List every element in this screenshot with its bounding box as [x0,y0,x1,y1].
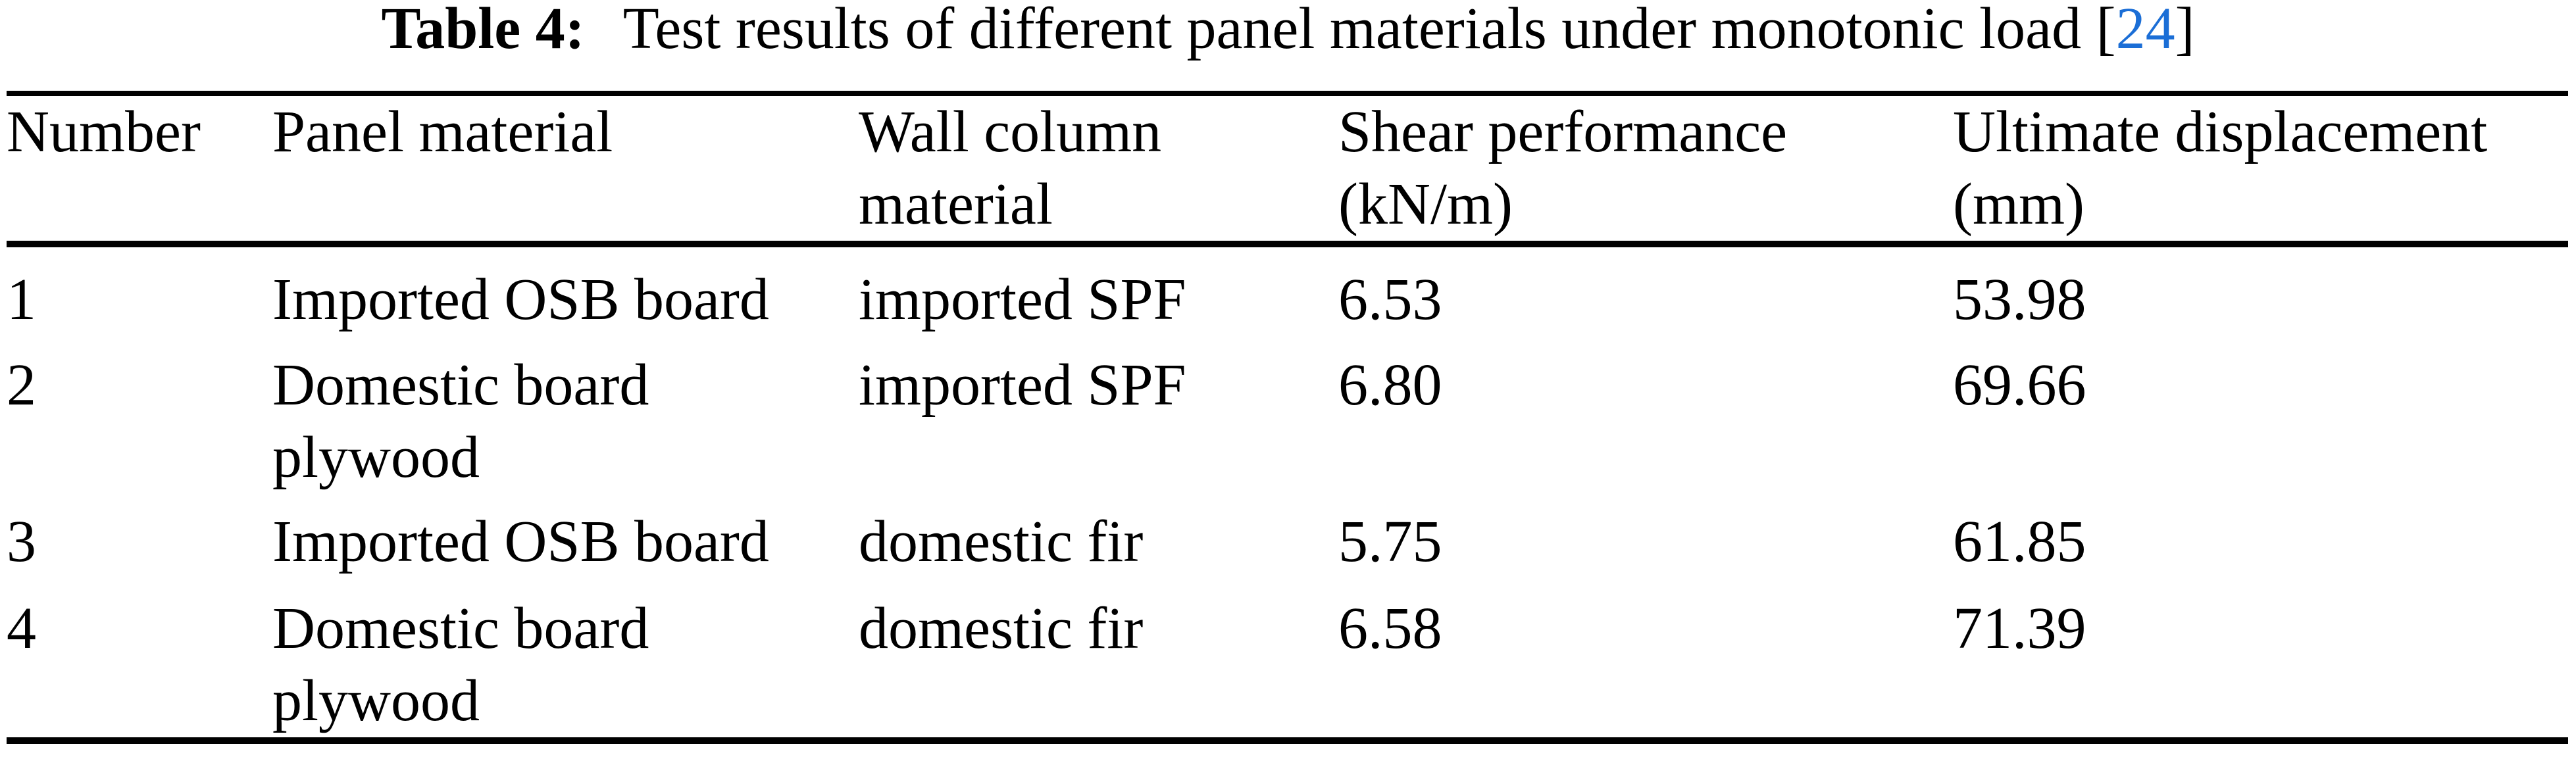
column-header-panel-material: Panel material [272,93,859,244]
header-line: (mm) [1953,172,2084,237]
header-line: Panel material [272,99,613,164]
cell-line: plywood [272,425,480,490]
cell-wall-column-material: domestic fir [859,494,1338,578]
citation-bracket-open: [ [2096,0,2116,61]
cell-line: Domestic board [272,353,649,418]
header-line: Number [7,99,201,164]
header-line: Shear performance [1338,99,1788,164]
cell-shear-performance: 5.75 [1338,509,1442,574]
citation-link-24[interactable]: 24 [2115,0,2175,61]
table-row: 2 Domestic board plywood imported SPF 6.… [7,336,2568,494]
cell-panel-material: Imported OSB board [272,244,859,336]
cell-ultimate-displacement: 69.66 [1953,353,2086,418]
cell-number: 1 [7,267,36,332]
cell-line: imported SPF [859,353,1186,418]
column-header-shear-performance: Shear performance (kN/m) [1338,93,1953,244]
cell-panel-material: Domestic board plywood [272,578,859,741]
column-header-ultimate-displacement: Ultimate displacement (mm) [1953,93,2568,244]
cell-shear-performance: 6.80 [1338,353,1442,418]
cell-wall-column-material: imported SPF [859,336,1338,494]
cell-line: domestic fir [859,596,1144,661]
cell-line: Imported OSB board [272,267,769,332]
cell-number: 3 [7,509,36,574]
header-row: Number Panel material Wall column materi… [7,93,2568,244]
cell-ultimate-displacement: 71.39 [1953,596,2086,661]
cell-ultimate-displacement: 61.85 [1953,509,2086,574]
cell-panel-material: Domestic board plywood [272,336,859,494]
table-row: 4 Domestic board plywood domestic fir 6.… [7,578,2568,741]
header-line: material [859,172,1053,237]
cell-shear-performance: 6.53 [1338,267,1442,332]
column-header-wall-column-material: Wall column material [859,93,1338,244]
table-caption: Table 4: Test results of different panel … [0,0,2576,63]
cell-line: domestic fir [859,509,1144,574]
cell-wall-column-material: domestic fir [859,578,1338,741]
cell-line: plywood [272,668,480,733]
cell-line: Imported OSB board [272,509,769,574]
cell-panel-material: Imported OSB board [272,494,859,578]
cell-number: 2 [7,353,36,418]
table-caption-text: Test results of different panel material… [622,0,2096,61]
header-line: Ultimate displacement [1953,99,2488,164]
cell-number: 4 [7,596,36,661]
table-row: 3 Imported OSB board domestic fir 5.75 6… [7,494,2568,578]
cell-line: imported SPF [859,267,1186,332]
cell-shear-performance: 6.58 [1338,596,1442,661]
table-caption-label: Table 4: [381,0,585,61]
header-line: Wall column [859,99,1162,164]
results-table: Number Panel material Wall column materi… [7,91,2568,744]
cell-ultimate-displacement: 53.98 [1953,267,2086,332]
table-row: 1 Imported OSB board imported SPF 6.53 5… [7,244,2568,336]
header-line: (kN/m) [1338,172,1513,237]
column-header-number: Number [7,93,272,244]
cell-line: Domestic board [272,596,649,661]
citation-bracket-close: ] [2175,0,2195,61]
cell-wall-column-material: imported SPF [859,244,1338,336]
